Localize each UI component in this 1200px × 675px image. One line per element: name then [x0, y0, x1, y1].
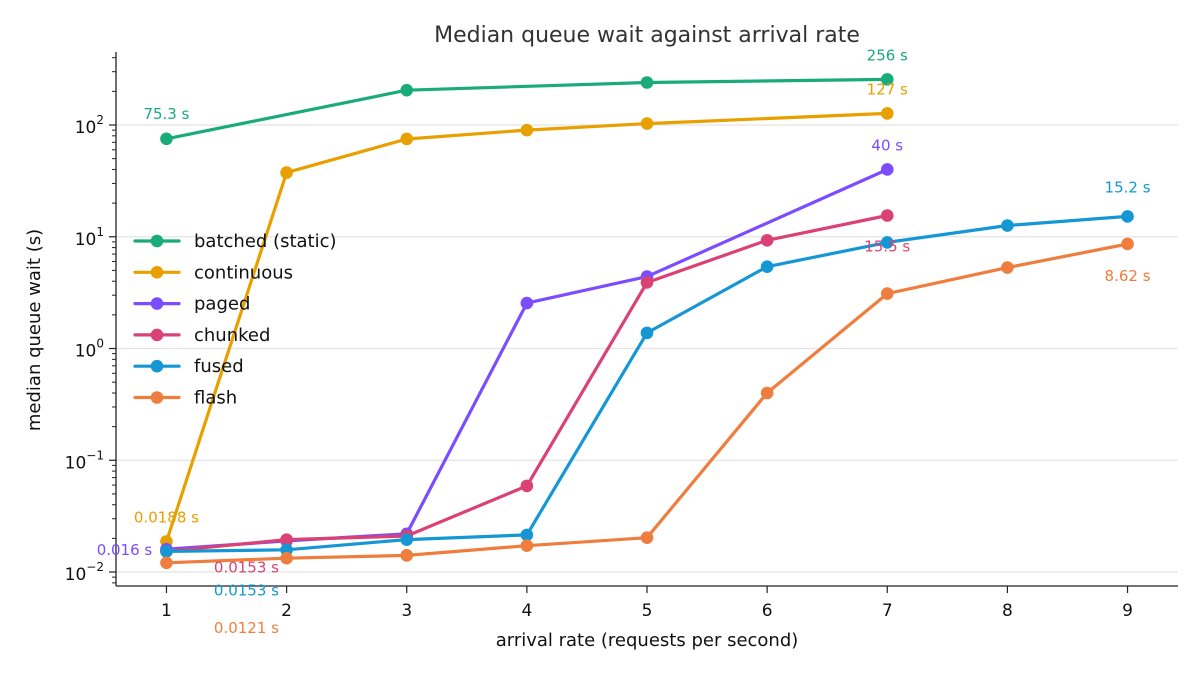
data-label: 127 s: [867, 80, 908, 98]
data-point: [400, 549, 414, 562]
data-label: 8.62 s: [1105, 267, 1151, 285]
data-point: [160, 545, 173, 558]
y-tick-base: 10: [75, 230, 97, 250]
data-label: 0.0153 s: [214, 581, 279, 599]
data-point: [880, 163, 894, 176]
data-point: [520, 123, 534, 137]
data-point: [760, 386, 774, 400]
data-label: 0.016 s: [97, 541, 153, 559]
legend-label-3: chunked: [194, 325, 270, 346]
x-tick-label: 8: [1002, 601, 1013, 621]
x-tick-label: 2: [281, 601, 292, 621]
data-label: 256 s: [867, 46, 908, 64]
legend: batched (static) continuous paged chunked fu…: [133, 231, 337, 409]
y-tick-label: 102: [75, 113, 104, 138]
data-point: [1001, 261, 1014, 274]
y-tick-exponent: 2: [96, 113, 104, 127]
legend-label-1: continuous: [194, 262, 293, 283]
y-axis-label: median queue wait (s): [24, 229, 45, 431]
data-label: 15.2 s: [1105, 178, 1151, 196]
legend-label-2: paged: [194, 294, 250, 315]
data-label: 15.5 s: [864, 237, 910, 255]
legend-label-4: fused: [194, 356, 244, 377]
legend-label-0: batched (static): [194, 231, 337, 252]
data-labels: 75.3 s 256 s 0.0188 s 127 s 0.016 s 40 s 0.015…: [97, 46, 1151, 636]
y-tick-base: 10: [65, 565, 87, 585]
x-axis-label: arrival rate (requests per second): [496, 630, 799, 651]
y-tick-exponent: −1: [86, 448, 104, 462]
y-tick-base: 10: [75, 118, 97, 138]
data-point: [160, 556, 173, 570]
data-point: [880, 107, 894, 120]
legend-marker-2: [150, 297, 164, 310]
data-point: [400, 533, 414, 546]
y-tick-label: 101: [75, 225, 104, 250]
legend-marker-3: [150, 328, 164, 342]
y-tick-label: 10−1: [65, 448, 104, 473]
data-point: [880, 73, 894, 86]
data-point: [520, 296, 534, 310]
data-point: [880, 287, 894, 300]
data-point: [280, 551, 293, 565]
data-point: [880, 236, 894, 249]
chart-title: Median queue wait against arrival rate: [434, 23, 860, 48]
series-line-5: [164, 242, 1130, 565]
x-tick-label: 4: [521, 601, 532, 621]
x-tick-label: 1: [161, 601, 172, 621]
series-line-4: [164, 214, 1130, 554]
series-line-2: [164, 167, 889, 551]
series-line-1: [164, 111, 889, 544]
data-point: [640, 117, 654, 130]
data-point: [640, 326, 654, 340]
legend-label-5: flash: [194, 388, 237, 409]
x-tick-label: 6: [762, 601, 773, 621]
y-tick-label: 10−2: [65, 560, 104, 585]
data-point: [520, 528, 534, 542]
x-tick-label: 5: [642, 601, 653, 621]
y-tick-exponent: −2: [86, 560, 104, 574]
data-label: 0.0153 s: [214, 558, 279, 576]
data-point: [640, 276, 654, 289]
legend-marker-1: [150, 266, 164, 279]
y-tick-exponent: 1: [96, 225, 104, 239]
grid-lines: [116, 124, 1178, 573]
data-point: [280, 166, 293, 179]
series-line-0: [164, 77, 889, 141]
data-label: 0.0121 s: [214, 619, 279, 637]
data-point: [520, 539, 534, 553]
data-point: [760, 260, 774, 273]
legend-marker-0: [150, 234, 164, 248]
data-label: 40 s: [871, 136, 903, 154]
y-tick-label: 100: [75, 337, 104, 362]
data-point: [880, 209, 894, 222]
data-point: [400, 132, 414, 146]
data-point: [160, 132, 173, 146]
series-lines: [160, 73, 1134, 570]
data-point: [280, 533, 293, 546]
y-tick-exponent: 0: [96, 337, 104, 351]
data-label: 0.0188 s: [134, 508, 199, 526]
data-point: [640, 531, 654, 544]
x-tick-label: 7: [882, 601, 893, 621]
data-point: [760, 233, 774, 247]
data-point: [520, 479, 534, 493]
data-point: [1001, 219, 1014, 232]
data-point: [400, 83, 414, 97]
data-label: 75.3 s: [143, 105, 189, 123]
data-point: [1121, 237, 1134, 251]
legend-marker-5: [150, 391, 164, 404]
x-tick-label: 9: [1122, 601, 1133, 621]
y-tick-base: 10: [65, 453, 87, 473]
x-tick-label: 3: [401, 601, 412, 621]
data-point: [1121, 210, 1134, 223]
y-tick-base: 10: [75, 342, 97, 362]
data-point: [640, 76, 654, 89]
legend-marker-4: [150, 359, 164, 373]
